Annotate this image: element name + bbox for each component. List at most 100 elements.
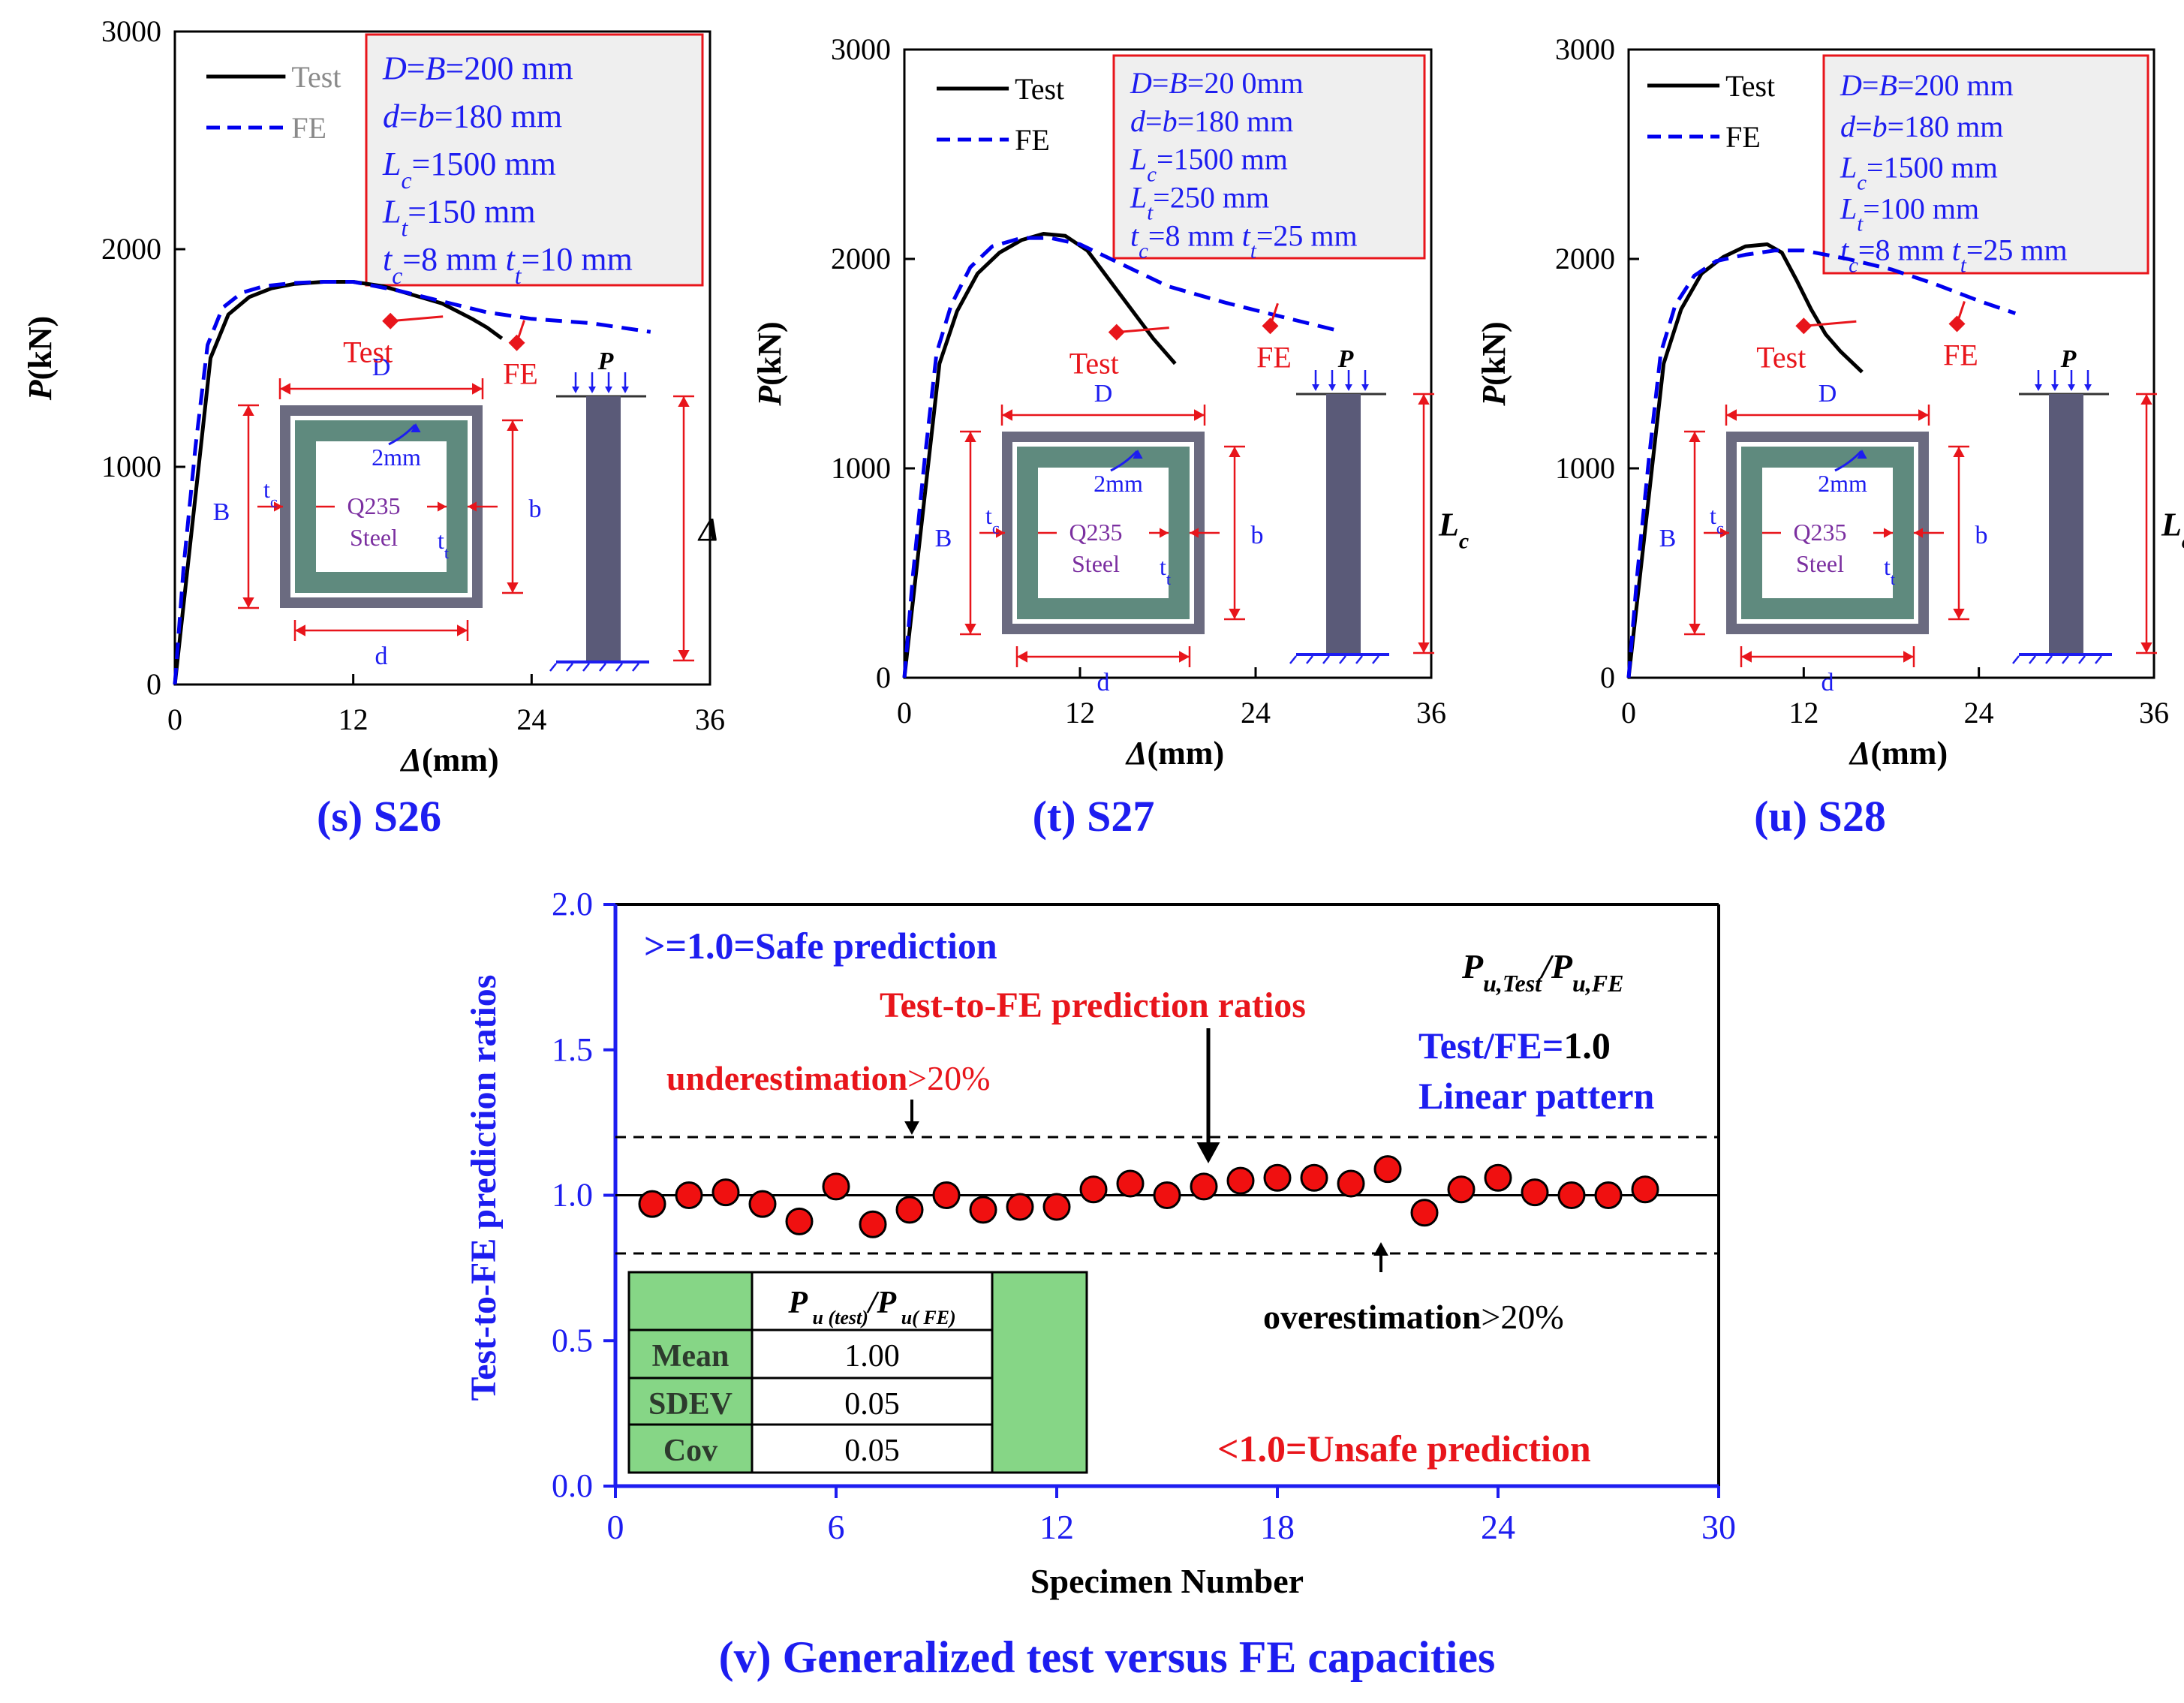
arrowhead (2035, 384, 2042, 391)
fe-curve (173, 280, 651, 685)
dim-b-label: b (529, 495, 542, 523)
annotation-label: FE (1256, 340, 1292, 374)
annotation-leader (1116, 326, 1169, 334)
arrowhead (1953, 609, 1965, 619)
x-axis-symbol: Δ (1125, 735, 1148, 772)
dim-d (293, 620, 469, 641)
arrowhead (605, 387, 612, 393)
ratio-label: Pu,Test/Pu,FE (1461, 947, 1623, 997)
info-line: tc=8 mm tt=25 mm (1130, 218, 1358, 263)
gap-pointer (388, 423, 417, 446)
y-tick-label: 3000 (831, 32, 891, 66)
arrowhead (1194, 409, 1205, 421)
gap-label: 2mm (1818, 470, 1867, 497)
text-run: B (1879, 68, 1897, 102)
data-point (1557, 1181, 1586, 1209)
x-tick-label: 24 (1481, 1508, 1515, 1546)
data-point (785, 1207, 814, 1235)
dim-b (502, 419, 523, 594)
arrowhead (1345, 384, 1352, 391)
subscript: t (515, 263, 522, 289)
annotation-leader (390, 315, 444, 323)
arrowhead (1726, 409, 1737, 421)
column-schematic: P Lc (2012, 345, 2184, 664)
dim-d (1015, 646, 1191, 667)
load-label: P (597, 348, 614, 375)
gap-label: 2mm (372, 444, 421, 471)
spec-info-box (1822, 54, 2149, 275)
tt-sub: t (1891, 570, 1895, 588)
y-tick-label: 2000 (101, 232, 161, 266)
arrowhead (2068, 384, 2075, 391)
tc-label: tc (263, 476, 278, 511)
dim-b (1224, 445, 1245, 621)
support-hatch (549, 663, 557, 672)
spec-info-box (1112, 54, 1426, 260)
info-line: Lt=100 mm (1840, 192, 1979, 236)
data-point (1521, 1178, 1549, 1207)
text-run: L (1130, 143, 1147, 176)
text-run: b (418, 98, 435, 134)
annotation-label: Test (343, 335, 393, 369)
arrowhead (1918, 409, 1929, 421)
arrowhead (1229, 447, 1241, 457)
legend-test-label: Test (291, 60, 341, 94)
legend-test-label: Test (1015, 72, 1064, 106)
annotation-label: FE (1943, 338, 1978, 372)
y-axis-unit: (kN) (22, 316, 59, 381)
over-bold: overestimation (1263, 1298, 1481, 1336)
x-axis-label: Δ(mm) (1849, 735, 1948, 772)
curve-annotation: Test (1069, 323, 1169, 381)
data-point (1263, 1163, 1292, 1192)
table-row-label: Mean (652, 1339, 730, 1374)
data-point (1300, 1163, 1328, 1192)
info-line: d=b=180 mm (1130, 104, 1293, 138)
material-label: Q235 (347, 492, 400, 519)
text-run: =8 mm (1148, 218, 1242, 252)
curve-annotation: Test (343, 312, 444, 369)
text-run: D (382, 50, 407, 87)
data-point (1190, 1172, 1218, 1201)
info-line: D=B=200 mm (1840, 68, 2014, 102)
data-point (748, 1190, 777, 1218)
arrowhead (438, 501, 447, 512)
length-label: Lc (2161, 507, 2184, 554)
support-hatch (2029, 655, 2036, 664)
info-line: Lc=1500 mm (1130, 143, 1288, 187)
x-axis-unit: (mm) (422, 742, 499, 778)
x-tick-label: 6 (828, 1508, 845, 1546)
arrowhead (1328, 384, 1336, 391)
arrowhead (1689, 432, 1701, 442)
panel-v: 0.0 0.5 1.0 1.5 2.0 0 6 12 18 24 30 Specimen Number… (464, 886, 1736, 1682)
table-header: P u (test)/P u( FE) (787, 1286, 955, 1328)
subscript: c (401, 167, 411, 193)
info-line: d=b=180 mm (383, 98, 562, 134)
data-point (1594, 1181, 1623, 1209)
x-tick-label: 24 (1964, 696, 1994, 730)
subscript: t (1250, 239, 1257, 263)
arrowhead (1196, 1142, 1220, 1163)
dim-D (278, 378, 484, 399)
ratio-p2: /P (1539, 947, 1573, 985)
fe-curve (902, 236, 1337, 678)
load-label: P (2060, 345, 2077, 373)
arrowhead (2051, 384, 2059, 391)
text-run: =1500 mm (412, 146, 556, 182)
x-tick-label: 12 (338, 703, 369, 736)
text-run: = (1152, 66, 1169, 100)
x-tick-label: 36 (695, 703, 725, 736)
x-tick-label: 12 (1039, 1508, 1074, 1546)
unsafe-prediction-label: <1.0=Unsafe prediction (1217, 1428, 1591, 1470)
y-tick-label: 2000 (831, 242, 891, 275)
info-line: tc=8 mm tt=10 mm (383, 241, 633, 289)
panel-caption: (t) S27 (1033, 792, 1155, 841)
data-point (895, 1196, 924, 1224)
unity-label: Test/FE=1.0 (1418, 1025, 1611, 1067)
y-tick-label: 1000 (831, 451, 891, 485)
y-tick-label: 3000 (1555, 32, 1615, 66)
info-line: tc=8 mm tt=25 mm (1840, 233, 2068, 277)
